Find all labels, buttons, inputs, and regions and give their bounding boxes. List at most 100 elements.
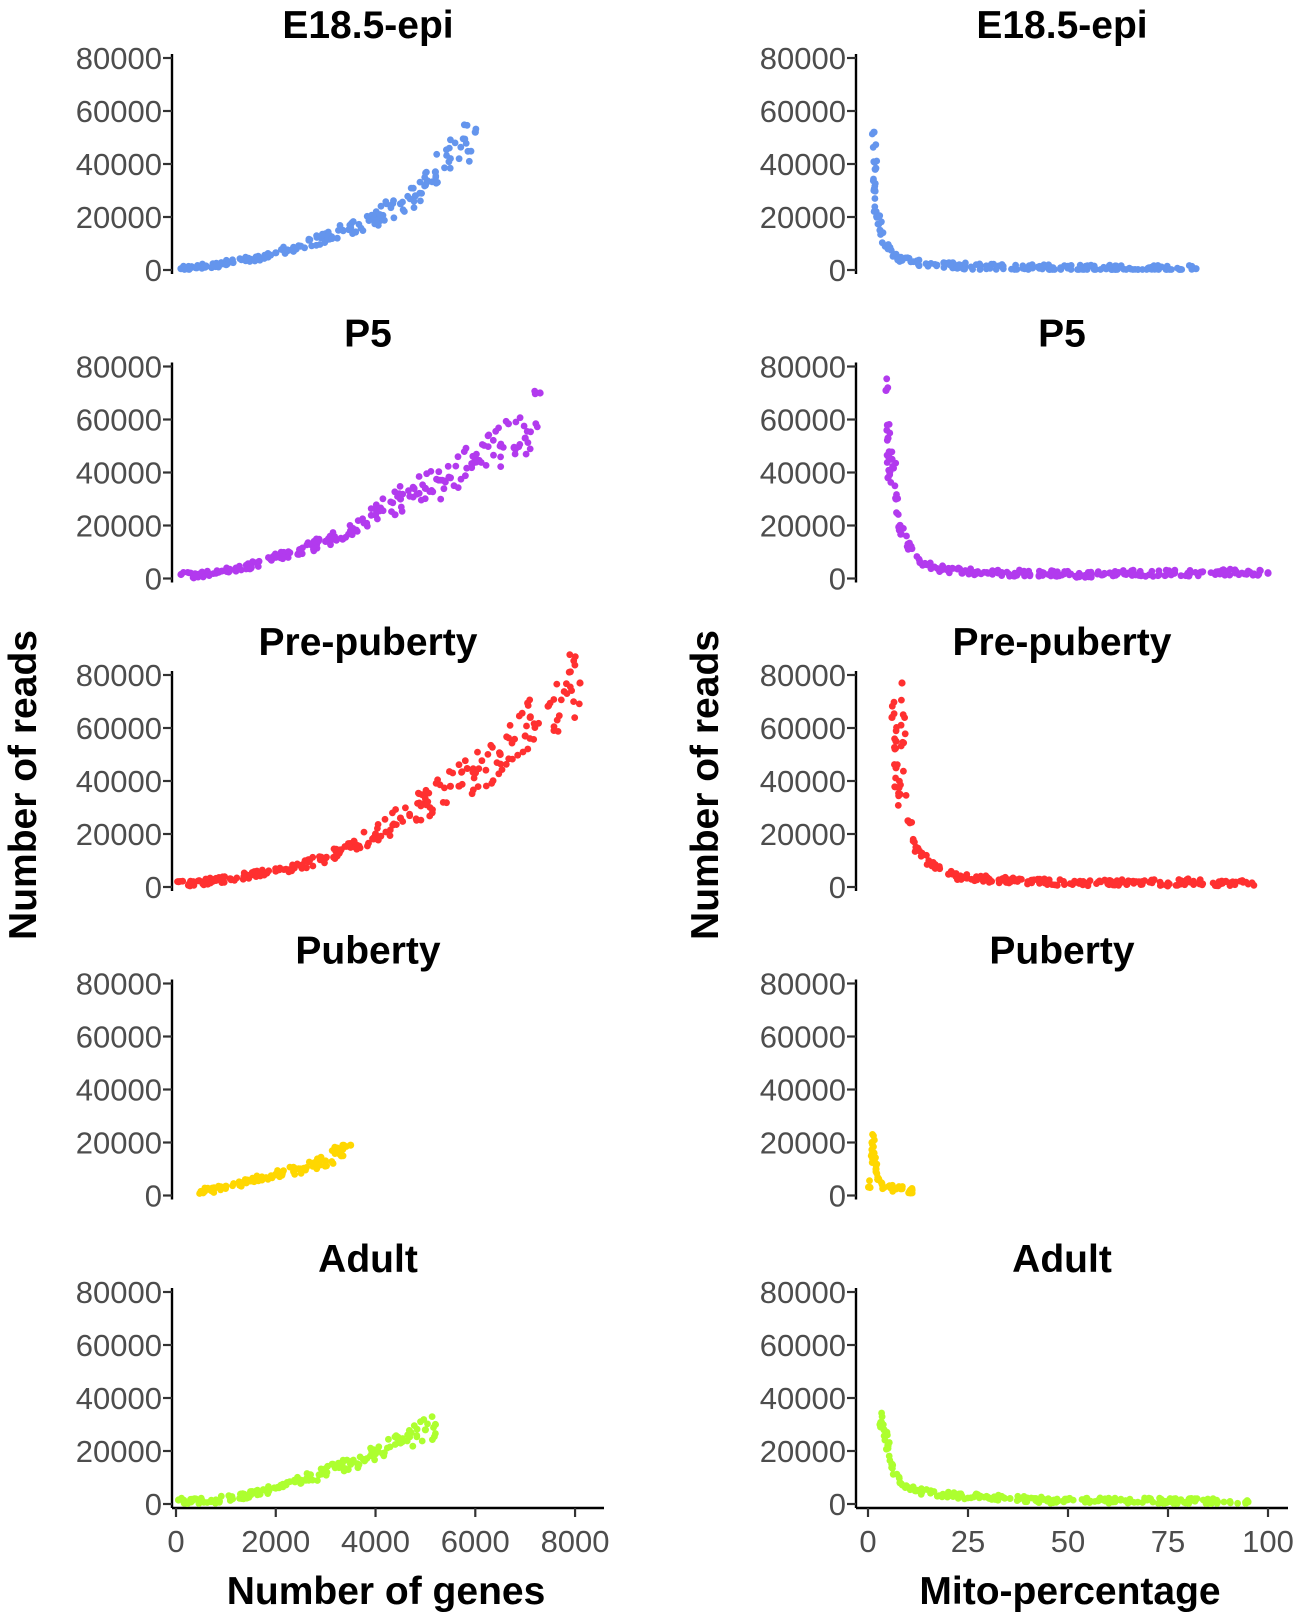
data-point (512, 418, 520, 426)
data-point (869, 1141, 876, 1148)
data-point (430, 1424, 437, 1431)
data-point (1056, 572, 1063, 580)
data-point (1087, 568, 1095, 576)
data-point (488, 780, 496, 787)
data-point (887, 479, 895, 486)
data-point (1188, 262, 1196, 270)
data-point (955, 261, 963, 268)
data-point (1223, 567, 1230, 575)
data-point (942, 259, 949, 267)
data-point (900, 767, 907, 775)
y-tick-label: 80000 (76, 41, 162, 76)
data-point (229, 256, 236, 264)
data-point (515, 443, 523, 451)
data-point (335, 1459, 342, 1467)
data-point (310, 1159, 318, 1166)
data-point (217, 1492, 225, 1500)
data-point (1136, 567, 1144, 575)
data-point (356, 1453, 364, 1461)
data-point (302, 1166, 309, 1174)
data-point (890, 710, 898, 718)
data-point (878, 239, 886, 247)
data-point (571, 714, 579, 721)
data-point (1190, 877, 1197, 885)
data-point (1177, 1496, 1185, 1504)
data-point (227, 876, 235, 884)
data-point (866, 1177, 873, 1185)
data-point (1030, 1495, 1038, 1502)
data-point (475, 765, 483, 773)
y-tick-label: 0 (145, 253, 162, 288)
data-point (275, 1484, 283, 1492)
data-point (1016, 566, 1023, 574)
data-point (417, 197, 424, 205)
data-point (1162, 266, 1170, 273)
data-point (264, 1175, 271, 1183)
data-point (280, 1167, 287, 1175)
data-point (323, 853, 330, 861)
data-point (1214, 568, 1222, 575)
data-point (1126, 264, 1133, 272)
data-point (1069, 1496, 1077, 1504)
y-tick-label: 80000 (760, 658, 846, 693)
data-point (1044, 571, 1052, 578)
data-point (557, 696, 565, 704)
data-point (385, 1435, 392, 1443)
x-tick-label: 75 (1151, 1524, 1185, 1559)
panel-title: Adult (318, 1238, 418, 1281)
data-point (907, 258, 915, 266)
data-point (576, 679, 584, 687)
data-point (461, 757, 469, 765)
data-point (413, 1425, 421, 1433)
data-point (1220, 1498, 1228, 1506)
data-point (1111, 262, 1119, 270)
data-point (457, 143, 465, 151)
data-point (464, 147, 472, 155)
data-point (284, 247, 291, 255)
data-point (885, 1452, 893, 1460)
data-point (878, 1413, 886, 1421)
data-point (901, 730, 909, 738)
data-point (1227, 1499, 1234, 1507)
panel-title: Puberty (295, 930, 441, 973)
x-tick-label: 0 (167, 1524, 184, 1559)
data-point (898, 1185, 906, 1193)
data-point (215, 1498, 223, 1506)
data-point (379, 507, 387, 515)
data-point (872, 165, 879, 173)
left-y-axis-title: Number of reads (2, 630, 45, 940)
data-point (222, 1185, 230, 1192)
data-series (174, 651, 584, 890)
data-point (354, 517, 362, 524)
data-point (883, 375, 891, 383)
data-point (997, 877, 1005, 885)
data-point (348, 531, 356, 539)
data-point (229, 1182, 237, 1190)
data-point (178, 1494, 185, 1502)
x-tick-label: 100 (1242, 1524, 1294, 1559)
data-point (1147, 1495, 1154, 1502)
data-point (497, 453, 504, 461)
right-x-axis-title: Mito-percentage (919, 1570, 1220, 1613)
panels-layer: E18.5-epi020000400006000080000P502000040… (76, 4, 1294, 1559)
data-point (449, 769, 457, 777)
panel-title: Adult (1012, 1238, 1112, 1281)
data-point (496, 750, 504, 757)
data-point (350, 838, 358, 845)
data-point (443, 152, 450, 159)
data-point (909, 837, 917, 845)
data-point (516, 414, 524, 422)
data-point (357, 224, 365, 232)
data-point (898, 257, 906, 264)
y-tick-label: 20000 (76, 1434, 162, 1469)
data-point (435, 468, 443, 476)
data-point (515, 712, 523, 720)
data-series (865, 1131, 916, 1197)
data-point (893, 1470, 901, 1478)
data-point (900, 525, 907, 532)
data-point (901, 714, 908, 721)
data-point (914, 258, 922, 265)
data-point (1029, 264, 1036, 272)
data-point (884, 1445, 892, 1452)
data-point (415, 473, 423, 480)
